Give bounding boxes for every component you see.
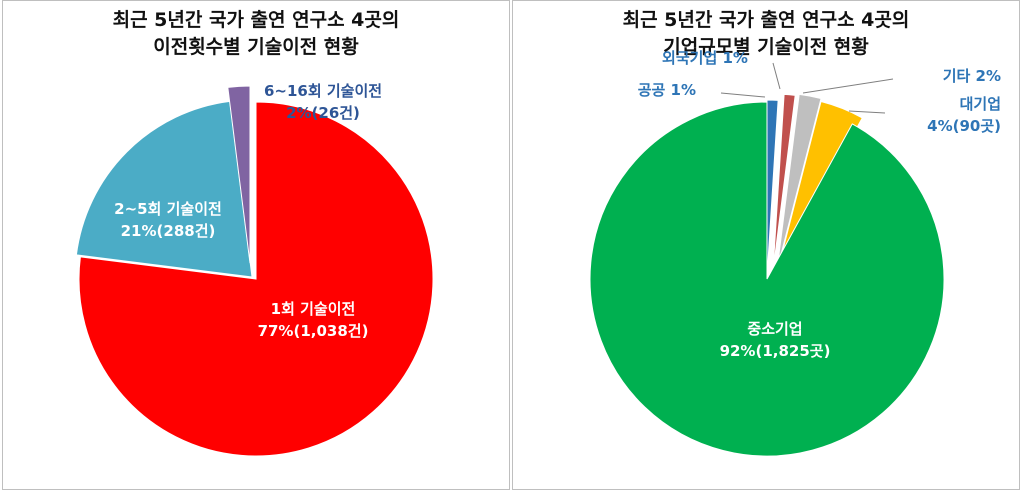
slice-label-line: 기타 2% bbox=[943, 67, 1001, 85]
pie-slice bbox=[776, 93, 822, 271]
leader-line bbox=[720, 92, 766, 98]
slice-label-line: 77%(1,038건) bbox=[258, 322, 369, 340]
slice-label: 6~16회 기술이전 2%(26건) bbox=[264, 82, 382, 122]
pie-chart-right: 중소기업 92%(1,825곳) 공공 1% 외국기업 1% 기타 2% 대기업 4%(90… bbox=[589, 49, 1001, 457]
pie-slice bbox=[78, 101, 434, 457]
pie-slice bbox=[589, 101, 945, 457]
slice-label-line: 2%(26건) bbox=[286, 104, 360, 122]
slice-label-line: 92%(1,825곳) bbox=[720, 342, 831, 360]
pie-chart-left: 1회 기술이전 77%(1,038건) 2~5회 기술이전 21%(288건) 6~16… bbox=[75, 82, 434, 457]
slice-label: 기타 2% bbox=[943, 67, 1001, 85]
chart-title-right: 최근 5년간 국가 출연 연구소 4곳의 기업규모별 기술이전 현황 bbox=[513, 7, 1019, 61]
pie-slice bbox=[772, 93, 796, 272]
leader-line bbox=[772, 62, 781, 90]
chart-title-line: 이전횟수별 기술이전 현황 bbox=[153, 36, 359, 58]
pie-slice bbox=[227, 85, 251, 264]
slice-label-line: 대기업 bbox=[960, 95, 1001, 113]
pie-slice bbox=[766, 99, 779, 278]
slice-label-line: 6~16회 기술이전 bbox=[264, 82, 382, 100]
chart-title-left: 최근 5년간 국가 출연 연구소 4곳의 이전횟수별 기술이전 현황 bbox=[3, 7, 509, 61]
slice-label-line: 21%(288건) bbox=[121, 222, 216, 240]
slice-label-line: 공공 1% bbox=[638, 81, 696, 99]
slice-label-line: 중소기업 bbox=[747, 320, 802, 338]
slice-label-line: 외국기업 1% bbox=[662, 49, 748, 67]
slice-label-line: 2~5회 기술이전 bbox=[114, 200, 222, 218]
leader-line bbox=[802, 78, 894, 94]
chart-title-line: 최근 5년간 국가 출연 연구소 4곳의 bbox=[622, 9, 910, 31]
slice-label: 2~5회 기술이전 21%(288건) bbox=[114, 200, 222, 240]
slice-label: 외국기업 1% bbox=[662, 49, 748, 67]
slice-label: 중소기업 92%(1,825곳) bbox=[720, 320, 831, 360]
chart-panel-right: 최근 5년간 국가 출연 연구소 4곳의 기업규모별 기술이전 현황 중소기업 9… bbox=[512, 0, 1020, 490]
chart-panel-left: 최근 5년간 국가 출연 연구소 4곳의 이전횟수별 기술이전 현황 1회 기술… bbox=[2, 0, 510, 490]
slice-label-line: 4%(90곳) bbox=[927, 117, 1001, 135]
chart-title-line: 최근 5년간 국가 출연 연구소 4곳의 bbox=[112, 9, 400, 31]
slice-label-line: 1회 기술이전 bbox=[271, 300, 356, 318]
slice-label: 대기업 4%(90곳) bbox=[927, 95, 1001, 135]
slice-label: 1회 기술이전 77%(1,038건) bbox=[258, 300, 369, 340]
slice-label: 공공 1% bbox=[638, 81, 696, 99]
leader-line bbox=[848, 110, 886, 114]
chart-title-line: 기업규모별 기술이전 현황 bbox=[663, 36, 869, 58]
pie-slice bbox=[75, 100, 253, 278]
